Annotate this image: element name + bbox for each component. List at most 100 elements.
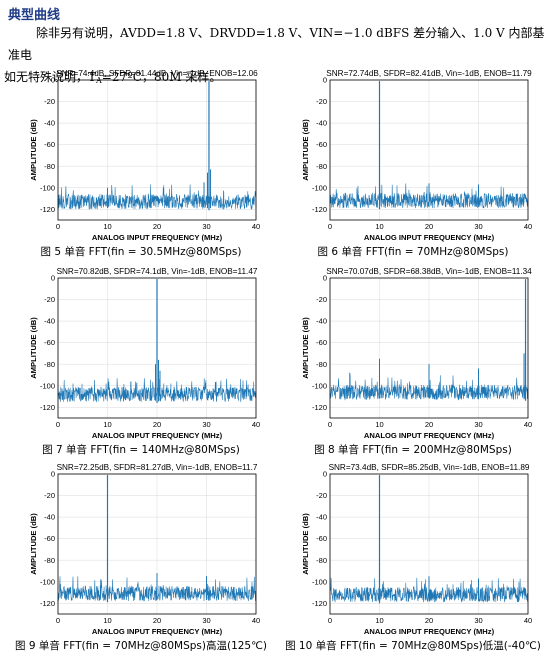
x-tick-label: 20 [153, 616, 161, 625]
plot-frame [329, 277, 529, 419]
fft-chart-svg: SNR=72.25dB, SFDR=81.27dB, Vin=-1dB, ENO… [29, 463, 260, 636]
y-tick-label: -120 [312, 205, 327, 214]
figure-caption: 图 10 单音 FFT(fin = 70MHz@80MSps)低温(-40℃) [285, 640, 541, 652]
x-tick-label: 0 [328, 222, 332, 231]
figure-caption: 图 8 单音 FFT(fin = 200MHz@80MSps) [314, 444, 512, 456]
x-tick-label: 0 [56, 616, 60, 625]
chart-title: SNR=70.07dB, SFDR=68.38dB, Vin=-1dB, ENO… [326, 267, 532, 276]
noise-trace [57, 184, 257, 210]
y-tick-label: -20 [316, 491, 327, 500]
y-axis-label: AMPLITUDE (dB) [29, 119, 38, 181]
chart-title: SNR=72.25dB, SFDR=81.27dB, Vin=-1dB, ENO… [57, 463, 258, 472]
y-tick-label: -20 [44, 295, 55, 304]
x-tick-label: 30 [202, 616, 210, 625]
y-tick-label: -20 [316, 295, 327, 304]
x-tick-label: 40 [252, 222, 260, 231]
x-tick-label: 20 [153, 222, 161, 231]
chart-title: SNR=73.4dB, SFDR=85.25dB, Vin=-1dB, ENOB… [329, 463, 530, 472]
y-tick-label: -100 [312, 577, 327, 586]
y-tick-label: -100 [312, 183, 327, 192]
y-tick-label: -40 [44, 317, 55, 326]
x-tick-label: 40 [524, 420, 532, 429]
y-tick-label: 0 [51, 274, 55, 283]
x-tick-label: 20 [425, 616, 433, 625]
y-tick-label: -100 [40, 577, 55, 586]
y-tick-label: -120 [40, 599, 55, 608]
x-tick-label: 40 [252, 616, 260, 625]
plot-frame [329, 473, 529, 615]
fft-chart-svg: SNR=70.07dB, SFDR=68.38dB, Vin=-1dB, ENO… [301, 267, 532, 440]
y-tick-label: -120 [312, 403, 327, 412]
y-tick-label: -60 [44, 140, 55, 149]
x-tick-label: 40 [524, 616, 532, 625]
y-tick-label: -60 [44, 534, 55, 543]
x-axis-label: ANALOG INPUT FREQUENCY (MHz) [364, 233, 495, 242]
y-tick-label: -60 [316, 534, 327, 543]
y-tick-label: -100 [40, 381, 55, 390]
x-tick-label: 10 [103, 420, 111, 429]
figure-caption: 图 7 单音 FFT(fin = 140MHz@80MSps) [42, 444, 240, 456]
x-axis-label: ANALOG INPUT FREQUENCY (MHz) [92, 431, 223, 440]
fft-chart-svg: SNR=72.74dB, SFDR=82.41dB, Vin=-1dB, ENO… [301, 69, 532, 242]
y-tick-label: -80 [316, 556, 327, 565]
y-tick-label: -80 [44, 162, 55, 171]
x-tick-label: 10 [103, 616, 111, 625]
x-tick-label: 30 [202, 420, 210, 429]
plot-frame [57, 277, 257, 419]
section-title: 典型曲线 [8, 8, 61, 23]
x-tick-label: 10 [375, 420, 383, 429]
x-tick-label: 0 [328, 420, 332, 429]
fft-chart-svg: SNR=70.82dB, SFDR=74.1dB, Vin=-1dB, ENOB… [29, 267, 260, 440]
x-axis-label: ANALOG INPUT FREQUENCY (MHz) [364, 431, 495, 440]
fft-chart-svg: SNR=74.4dB, SFDR=81.44dB, Vin=-1dB, ENOB… [29, 69, 260, 242]
x-tick-label: 0 [56, 222, 60, 231]
fft-chart-fig7: SNR=70.82dB, SFDR=74.1dB, Vin=-1dB, ENOB… [6, 264, 276, 462]
y-tick-label: 0 [323, 470, 327, 479]
plot-frame [57, 79, 257, 221]
x-tick-label: 10 [375, 616, 383, 625]
figure-caption: 图 6 单音 FFT(fin = 70MHz@80MSps) [317, 246, 509, 258]
y-tick-label: -100 [312, 381, 327, 390]
fft-chart-fig5: SNR=74.4dB, SFDR=81.44dB, Vin=-1dB, ENOB… [6, 66, 276, 264]
x-axis-label: ANALOG INPUT FREQUENCY (MHz) [92, 627, 223, 636]
y-tick-label: -120 [40, 205, 55, 214]
y-tick-label: 0 [51, 470, 55, 479]
figure-caption: 图 5 单音 FFT(fin = 30.5MHz@80MSps) [40, 246, 242, 258]
test-conditions: 除非另有说明，AVDD=1.8 V、DRVDD=1.8 V、VIN=−1.0 d… [0, 22, 548, 92]
y-axis-label: AMPLITUDE (dB) [29, 317, 38, 379]
y-axis-label: AMPLITUDE (dB) [29, 513, 38, 575]
y-tick-label: 0 [51, 76, 55, 85]
chart-title: SNR=70.82dB, SFDR=74.1dB, Vin=-1dB, ENOB… [57, 267, 258, 276]
y-tick-label: -20 [316, 97, 327, 106]
conditions-line-1: 除非另有说明，AVDD=1.8 V、DRVDD=1.8 V、VIN=−1.0 d… [8, 26, 545, 62]
fft-chart-fig8: SNR=70.07dB, SFDR=68.38dB, Vin=-1dB, ENO… [278, 264, 548, 462]
y-tick-label: -20 [44, 97, 55, 106]
y-tick-label: -100 [40, 183, 55, 192]
y-tick-label: -120 [40, 403, 55, 412]
x-tick-label: 10 [103, 222, 111, 231]
y-tick-label: 0 [323, 274, 327, 283]
x-tick-label: 0 [56, 420, 60, 429]
y-tick-label: -80 [316, 162, 327, 171]
y-axis-label: AMPLITUDE (dB) [301, 317, 310, 379]
x-tick-label: 40 [524, 222, 532, 231]
chart-title: SNR=74.4dB, SFDR=81.44dB, Vin=-1dB, ENOB… [56, 69, 258, 78]
plot-frame [57, 473, 257, 615]
figure-caption: 图 9 单音 FFT(fin = 70MHz@80MSps)高温(125℃) [14, 640, 267, 652]
x-tick-label: 40 [252, 420, 260, 429]
x-tick-label: 0 [328, 616, 332, 625]
x-axis-label: ANALOG INPUT FREQUENCY (MHz) [92, 233, 223, 242]
fft-chart-svg: SNR=73.4dB, SFDR=85.25dB, Vin=-1dB, ENOB… [301, 463, 532, 636]
x-tick-label: 20 [425, 420, 433, 429]
y-tick-label: -40 [44, 119, 55, 128]
y-tick-label: -40 [316, 513, 327, 522]
y-tick-label: -40 [316, 317, 327, 326]
x-tick-label: 10 [375, 222, 383, 231]
x-tick-label: 20 [153, 420, 161, 429]
x-tick-label: 30 [202, 222, 210, 231]
y-tick-label: -60 [316, 140, 327, 149]
y-tick-label: -60 [316, 338, 327, 347]
fft-chart-fig9: SNR=72.25dB, SFDR=81.27dB, Vin=-1dB, ENO… [6, 460, 276, 658]
y-tick-label: -20 [44, 491, 55, 500]
x-tick-label: 20 [425, 222, 433, 231]
